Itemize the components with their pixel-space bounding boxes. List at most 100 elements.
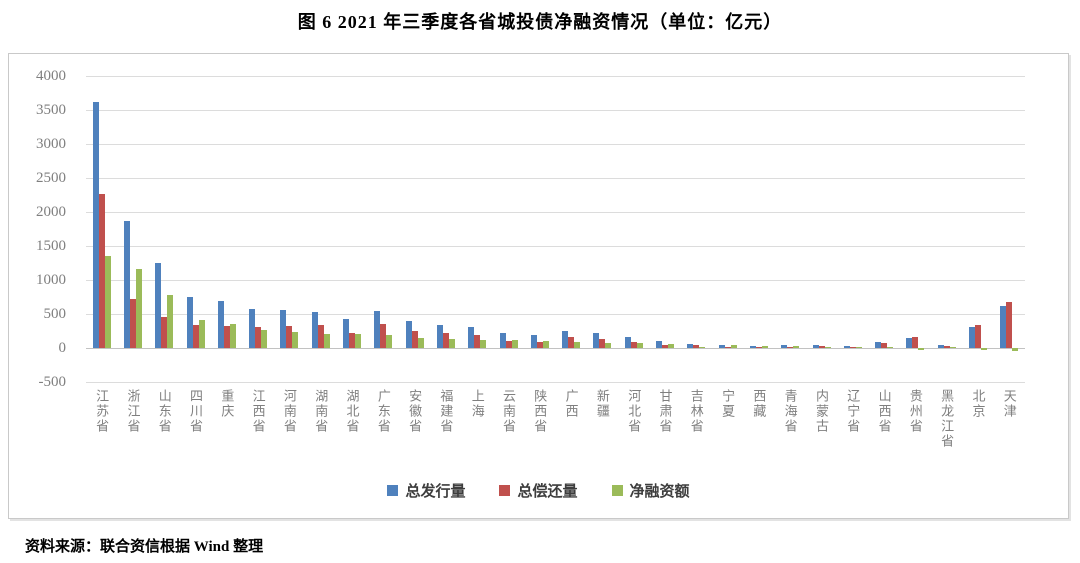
y-tick-label: 1000 — [36, 272, 66, 288]
bar-net — [229, 323, 236, 348]
x-cell: 辽宁省 — [837, 389, 868, 481]
x-cell: 青海省 — [775, 389, 806, 481]
bar-repayment — [380, 323, 387, 348]
bar-group — [681, 76, 712, 382]
bar-net — [949, 347, 956, 348]
bar-net — [699, 346, 706, 348]
bar-repayment — [912, 336, 919, 348]
x-cell: 黑龙江省 — [931, 389, 962, 481]
bar-repayment — [568, 337, 575, 348]
source-note: 资料来源：联合资信根据 Wind 整理 — [25, 539, 264, 555]
x-category-label: 吉林省 — [688, 389, 704, 434]
bar-issuance — [1000, 305, 1007, 348]
bar-repayment — [755, 347, 762, 348]
x-cell: 重庆 — [211, 389, 242, 481]
bar-group — [149, 76, 180, 382]
x-category-label: 湖南省 — [313, 389, 329, 434]
bar-repayment — [98, 194, 105, 348]
bar-group — [180, 76, 211, 382]
x-cell: 上海 — [462, 389, 493, 481]
bar-issuance — [374, 310, 381, 348]
bar-net — [824, 346, 831, 348]
bar-repayment — [474, 335, 481, 348]
gridline — [86, 279, 1025, 281]
y-tick-label: -500 — [38, 374, 67, 390]
x-category-label: 河北省 — [626, 389, 642, 434]
legend-label: 总发行量 — [405, 484, 466, 500]
y-tick-label: 2000 — [36, 204, 66, 220]
bar-group — [712, 76, 743, 382]
bar-group — [900, 76, 931, 382]
x-axis-labels: 江苏省 浙江省 山东省 四川省 重庆 江西省 河南省 湖南省 湖北省 广东省 安徽省 福建省 上海 云南省… — [86, 389, 1025, 481]
bar-issuance — [186, 297, 193, 348]
bar-net — [761, 345, 768, 348]
bar-group — [837, 76, 868, 382]
chart-frame: 4000 3500 3000 2500 2000 1500 1000 500 0 -500 江苏省… — [8, 53, 1069, 519]
x-category-label: 宁夏 — [720, 389, 736, 419]
bar-repayment — [536, 342, 543, 348]
bar-group — [462, 76, 493, 382]
bar-net — [104, 256, 111, 348]
x-cell: 天津 — [994, 389, 1025, 481]
bar-group — [806, 76, 837, 382]
x-cell: 广西 — [555, 389, 586, 481]
bar-net — [793, 346, 800, 348]
x-axis-line — [86, 347, 1025, 349]
plot-area: 4000 3500 3000 2500 2000 1500 1000 500 0 -500 — [36, 68, 1025, 390]
bar-group — [336, 76, 367, 382]
x-category-label: 天津 — [1001, 389, 1017, 419]
legend: 总发行量 总偿还量 净融资额 — [9, 480, 1068, 501]
gridline — [86, 143, 1025, 145]
bar-net — [574, 341, 581, 348]
legend-swatch-icon — [387, 485, 399, 496]
bar-issuance — [249, 309, 256, 348]
y-tick-label: 1500 — [36, 238, 66, 254]
bar-repayment — [317, 325, 324, 348]
bar-repayment — [662, 345, 669, 348]
x-category-label: 山西省 — [876, 389, 892, 434]
x-cell: 云南省 — [493, 389, 524, 481]
bar-net — [636, 342, 643, 348]
bar-net — [417, 337, 424, 348]
bar-net — [292, 332, 299, 348]
bar-repayment — [192, 324, 199, 348]
bar-group — [524, 76, 555, 382]
bar-net — [605, 342, 612, 348]
bar-group — [994, 76, 1025, 382]
bar-group — [962, 76, 993, 382]
bar-issuance — [812, 344, 819, 348]
legend-swatch-icon — [499, 485, 511, 496]
gridline — [86, 313, 1025, 315]
x-category-label: 甘肃省 — [657, 389, 673, 434]
bar-net — [198, 320, 205, 348]
bar-issuance — [280, 309, 287, 348]
x-category-label: 四川省 — [188, 389, 204, 434]
bar-issuance — [436, 324, 443, 348]
x-cell: 贵州省 — [900, 389, 931, 481]
bar-issuance — [468, 327, 475, 348]
bar-issuance — [656, 340, 663, 348]
x-category-label: 黑龙江省 — [939, 389, 955, 449]
bar-group — [556, 76, 587, 382]
bar-issuance — [562, 331, 569, 348]
figure-title: 图 6 2021 年三季度各省城投债净融资情况（单位：亿元） — [297, 12, 783, 32]
x-category-label: 河南省 — [281, 389, 297, 434]
y-tick-label: 4000 — [36, 68, 66, 84]
bar-issuance — [593, 333, 600, 348]
bar-repayment — [849, 346, 856, 348]
y-tick-label: 3500 — [36, 102, 66, 118]
bar-repayment — [505, 341, 512, 348]
bar-repayment — [975, 324, 982, 348]
x-category-label: 福建省 — [438, 389, 454, 434]
x-category-label: 北京 — [970, 389, 986, 419]
bar-issuance — [969, 326, 976, 348]
bar-net — [480, 339, 487, 348]
gridline — [86, 109, 1025, 111]
bar-net — [542, 341, 549, 348]
bar-group — [430, 76, 461, 382]
x-cell: 新疆 — [587, 389, 618, 481]
bar-group — [368, 76, 399, 382]
bar-repayment — [881, 342, 888, 348]
bar-issuance — [405, 321, 412, 348]
